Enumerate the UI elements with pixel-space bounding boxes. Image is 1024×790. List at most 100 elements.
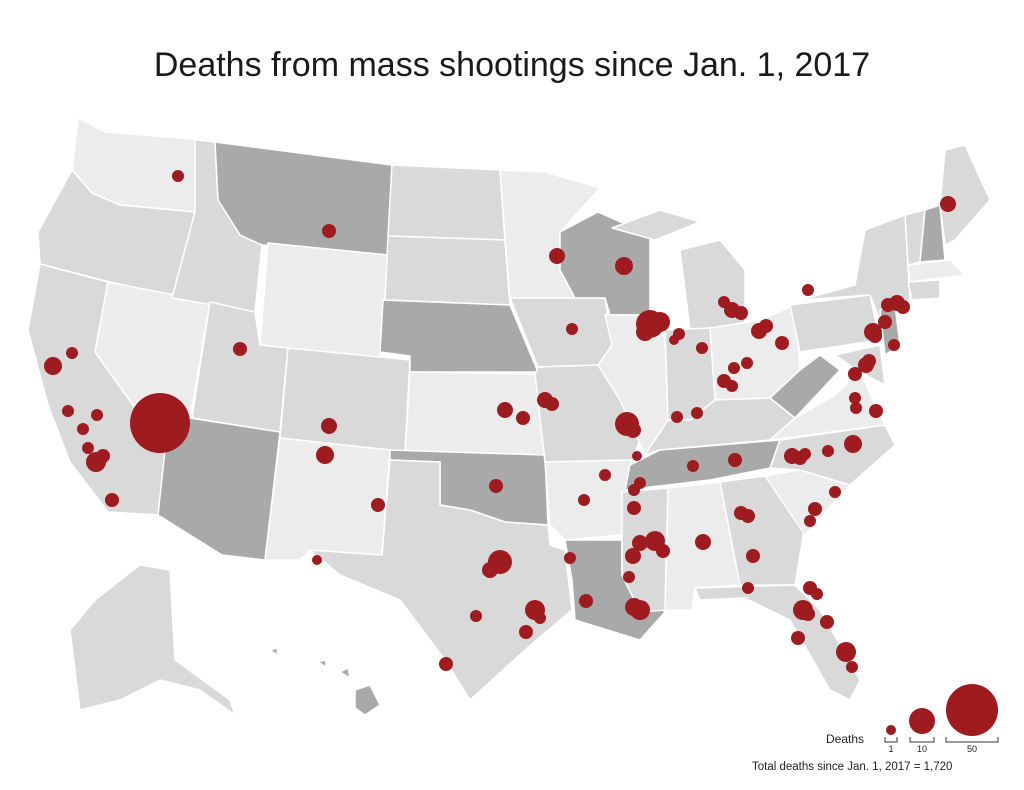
shooting-location-dot [669, 335, 679, 345]
total-deaths-note: Total deaths since Jan. 1, 2017 = 1,720 [752, 761, 953, 773]
state-north-carolina [769, 424, 896, 486]
shooting-location-dot [91, 409, 103, 421]
shooting-location-dot [371, 498, 385, 512]
shooting-location-dot [791, 631, 805, 645]
shooting-location-dot [482, 562, 498, 578]
shooting-location-dot [849, 392, 861, 404]
shooting-location-dot [497, 402, 513, 418]
shooting-location-dot [822, 445, 834, 457]
shooting-location-dot [799, 448, 811, 460]
shooting-location-dot [671, 411, 683, 423]
legend-bracket-50 [945, 737, 999, 743]
shooting-location-dot [695, 534, 711, 550]
shooting-location-dot [77, 423, 89, 435]
shooting-location-dot [850, 402, 862, 414]
state-south-dakota [384, 235, 511, 306]
shooting-location-dot [632, 451, 642, 461]
shooting-location-dot [625, 422, 641, 438]
shooting-location-dot [519, 625, 533, 639]
shooting-location-dot [726, 380, 738, 392]
shooting-location-dot [775, 336, 789, 350]
state-wyoming [259, 242, 389, 361]
shooting-location-dot [634, 477, 646, 489]
shooting-location-dot [233, 342, 247, 356]
shooting-location-dot [691, 407, 703, 419]
legend-circle-50 [946, 684, 998, 736]
shooting-location-dot [862, 354, 876, 368]
legend-bracket-10 [909, 737, 935, 743]
shooting-location-dot [516, 411, 530, 425]
state-florida [694, 584, 861, 701]
shooting-location-dot [696, 342, 708, 354]
shooting-location-dot [829, 486, 841, 498]
shooting-location-dot [322, 224, 336, 238]
shooting-location-dot [836, 642, 856, 662]
shooting-location-dot [321, 418, 337, 434]
shooting-location-dot [96, 449, 110, 463]
shooting-location-dot [578, 494, 590, 506]
shooting-location-dot [801, 607, 815, 621]
shooting-location-dot [650, 312, 670, 332]
shooting-location-dot [811, 588, 823, 600]
shooting-location-dot [728, 453, 742, 467]
state-maine [939, 144, 991, 246]
legend-value-1: 1 [888, 744, 893, 754]
legend-circle-1 [886, 725, 896, 735]
shooting-location-dot [489, 479, 503, 493]
shooting-location-dot [802, 284, 814, 296]
legend-circle-10 [909, 708, 935, 734]
shooting-location-dot [630, 600, 650, 620]
legend-label: Deaths [826, 732, 865, 746]
shooting-location-dot [66, 347, 78, 359]
state-massachusetts [907, 259, 966, 283]
shooting-location-dot [896, 300, 910, 314]
shooting-location-dot [62, 405, 74, 417]
shooting-location-dot [728, 362, 740, 374]
shooting-location-dot [615, 257, 633, 275]
shooting-location-dot [545, 397, 559, 411]
shooting-location-dot [848, 367, 862, 381]
shooting-location-dot [623, 571, 635, 583]
shooting-location-dot [534, 612, 546, 624]
state-texas [309, 459, 573, 701]
shooting-location-dot [636, 323, 654, 341]
shooting-location-dot [82, 442, 94, 454]
shooting-location-dot [687, 460, 699, 472]
shooting-location-dot [759, 319, 773, 333]
shooting-location-dot [741, 509, 755, 523]
shooting-location-dot [734, 306, 748, 320]
shooting-location-dot [878, 315, 892, 329]
state-hawaii [269, 647, 381, 716]
state-mississippi [621, 487, 669, 613]
legend-bracket-1 [884, 737, 898, 743]
shooting-location-dot [625, 548, 641, 564]
shooting-location-dot [804, 515, 816, 527]
shooting-location-dot [656, 544, 670, 558]
shooting-location-dot [549, 248, 565, 264]
shooting-location-dot [105, 493, 119, 507]
shooting-location-dot [579, 594, 593, 608]
shooting-location-dot [888, 339, 900, 351]
shooting-location-dot [808, 502, 822, 516]
shooting-location-dot [844, 435, 862, 453]
shooting-location-dot [741, 357, 753, 369]
state-virginia [769, 371, 886, 441]
map-title: Deaths from mass shootings since Jan. 1,… [153, 46, 871, 84]
shooting-location-dot [316, 446, 334, 464]
shooting-location-dot [470, 610, 482, 622]
shooting-location-dot [869, 404, 883, 418]
legend-value-50: 50 [967, 744, 977, 754]
shooting-location-dot [566, 323, 578, 335]
shooting-location-dot [632, 535, 648, 551]
legend-value-10: 10 [917, 744, 927, 754]
shooting-location-dot [940, 196, 956, 212]
shooting-location-dot [130, 393, 190, 453]
state-colorado [279, 347, 411, 453]
shooting-location-dot [820, 615, 834, 629]
shooting-location-dot [846, 661, 858, 673]
shooting-location-dot [599, 469, 611, 481]
shooting-location-dot [864, 323, 882, 341]
state-connecticut [907, 279, 941, 301]
shooting-location-dot [627, 501, 641, 515]
